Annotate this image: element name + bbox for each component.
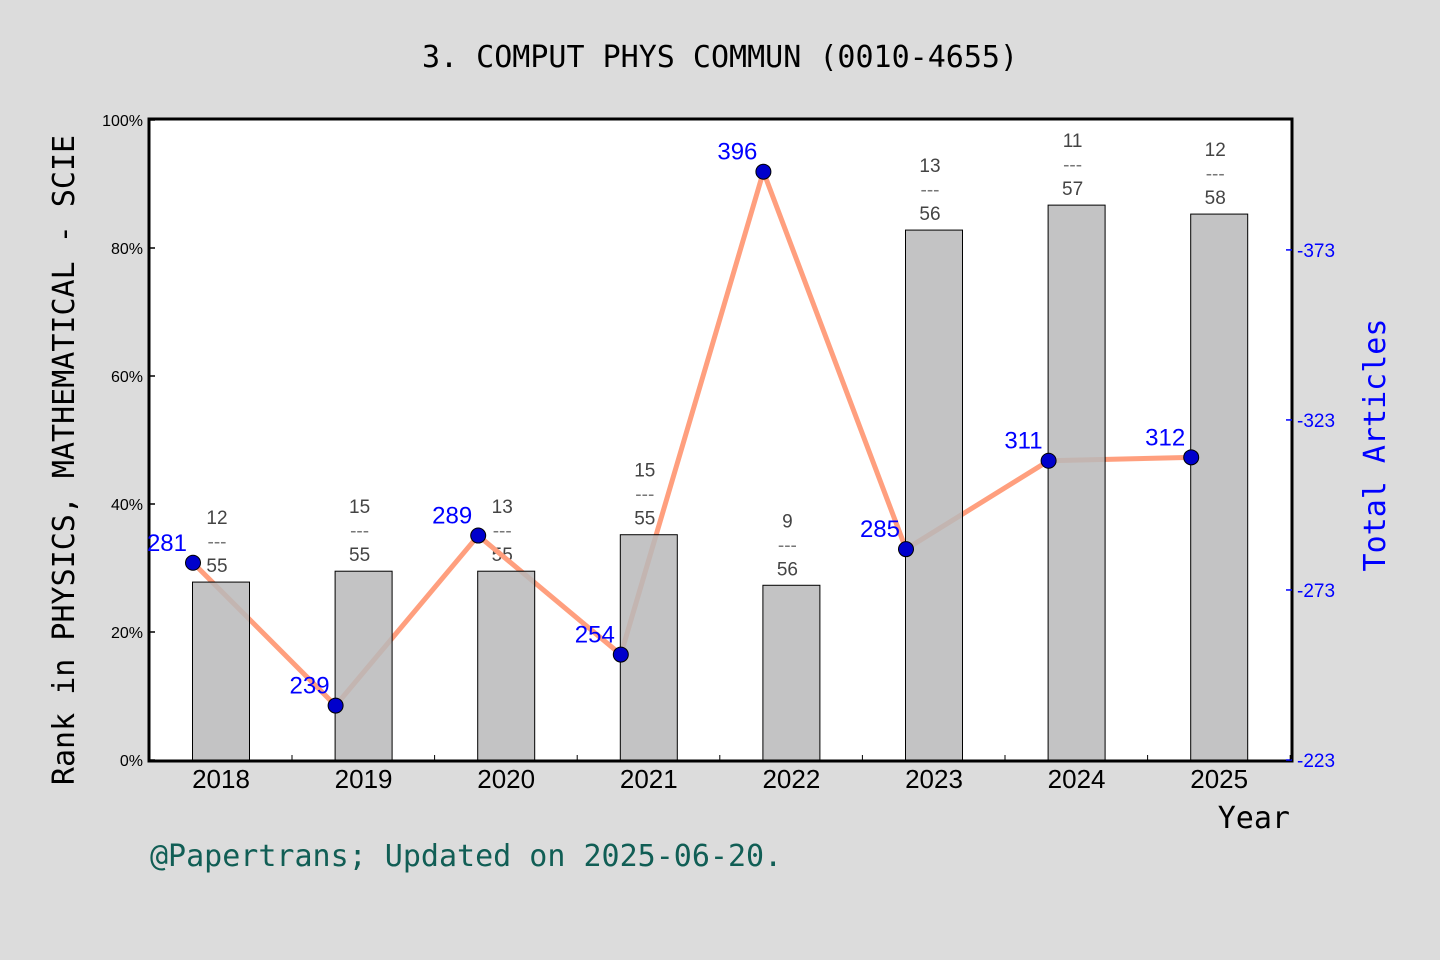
article-point (327, 697, 344, 714)
x-tick-label: 2021 (620, 764, 678, 794)
x-axis-label: Year (1218, 801, 1290, 836)
article-count-label: 281 (147, 530, 187, 557)
x-tick-label: 2020 (477, 764, 535, 794)
total-label: 56 (777, 559, 798, 580)
fraction-bar: --- (493, 521, 512, 542)
fraction-bar: --- (1206, 164, 1225, 185)
rank-bar (762, 584, 821, 761)
rank-label: 12 (206, 508, 227, 529)
article-count-label: 239 (290, 673, 330, 700)
article-point (185, 554, 201, 571)
rank-label: 13 (492, 497, 513, 518)
x-tick-label: 2019 (335, 764, 393, 794)
y2-tick-label: -223 (1297, 751, 1335, 772)
total-label: 55 (634, 509, 655, 530)
rank-label: 9 (782, 511, 793, 532)
total-label: 57 (1062, 179, 1083, 200)
rank-bar (619, 534, 678, 761)
rank-label: 15 (349, 497, 370, 518)
total-label: 56 (919, 204, 940, 225)
article-point (755, 163, 772, 180)
rank-bar (1190, 213, 1249, 761)
total-label: 55 (349, 545, 370, 566)
rank-bar (334, 570, 393, 761)
y-tick-label: 0% (120, 753, 143, 770)
x-tick-label: 2018 (192, 764, 250, 794)
y2-tick-label: -323 (1297, 411, 1335, 432)
y-tick-label: 60% (111, 369, 143, 386)
rank-bar (905, 229, 963, 761)
y2-tick-label: -273 (1297, 581, 1335, 602)
article-count-label: 312 (1145, 424, 1185, 451)
fraction-bar: --- (350, 521, 369, 542)
rank-label: 15 (634, 461, 655, 482)
article-count-label: 254 (575, 622, 615, 649)
article-count-label: 285 (860, 516, 900, 543)
article-point (898, 541, 914, 558)
plot-area (147, 117, 1294, 763)
rank-label: 11 (1063, 131, 1083, 152)
x-tick-label: 2023 (905, 764, 963, 794)
rank-label: 12 (1205, 140, 1226, 161)
rank-bar (1047, 204, 1106, 761)
total-label: 55 (206, 556, 227, 577)
chart-title: 3. COMPUT PHYS COMMUN (0010-4655) (422, 40, 1018, 75)
article-point (1040, 452, 1057, 469)
fraction-bar: --- (208, 532, 227, 553)
y-tick-label: 80% (111, 241, 143, 258)
y-tick-label: 100% (102, 113, 143, 130)
y-tick-label: 20% (111, 625, 143, 642)
fraction-bar: --- (921, 180, 940, 201)
rank-bar (192, 581, 250, 761)
article-count-label: 396 (717, 139, 757, 166)
fraction-bar: --- (1063, 155, 1082, 176)
footer-credit: @Papertrans; Updated on 2025-06-20. (150, 839, 782, 874)
article-point (470, 527, 487, 544)
rank-bar (477, 570, 536, 761)
fraction-bar: --- (778, 535, 797, 556)
article-count-label: 289 (432, 503, 472, 530)
fraction-bar: --- (635, 485, 654, 506)
article-count-label: 311 (1004, 428, 1042, 455)
y-tick-label: 40% (111, 497, 143, 514)
x-tick-label: 2022 (762, 764, 820, 794)
x-tick-label: 2025 (1190, 764, 1248, 794)
y2-axis-label: Total Articles (1358, 319, 1393, 572)
total-label: 58 (1205, 188, 1226, 209)
x-tick-label: 2024 (1048, 764, 1106, 794)
y-axis-label: Rank in PHYSICS, MATHEMATICAL - SCIE (47, 135, 82, 785)
article-point (1183, 449, 1200, 466)
y2-tick-label: -373 (1297, 241, 1335, 262)
article-point (612, 646, 629, 663)
rank-label: 13 (919, 156, 940, 177)
